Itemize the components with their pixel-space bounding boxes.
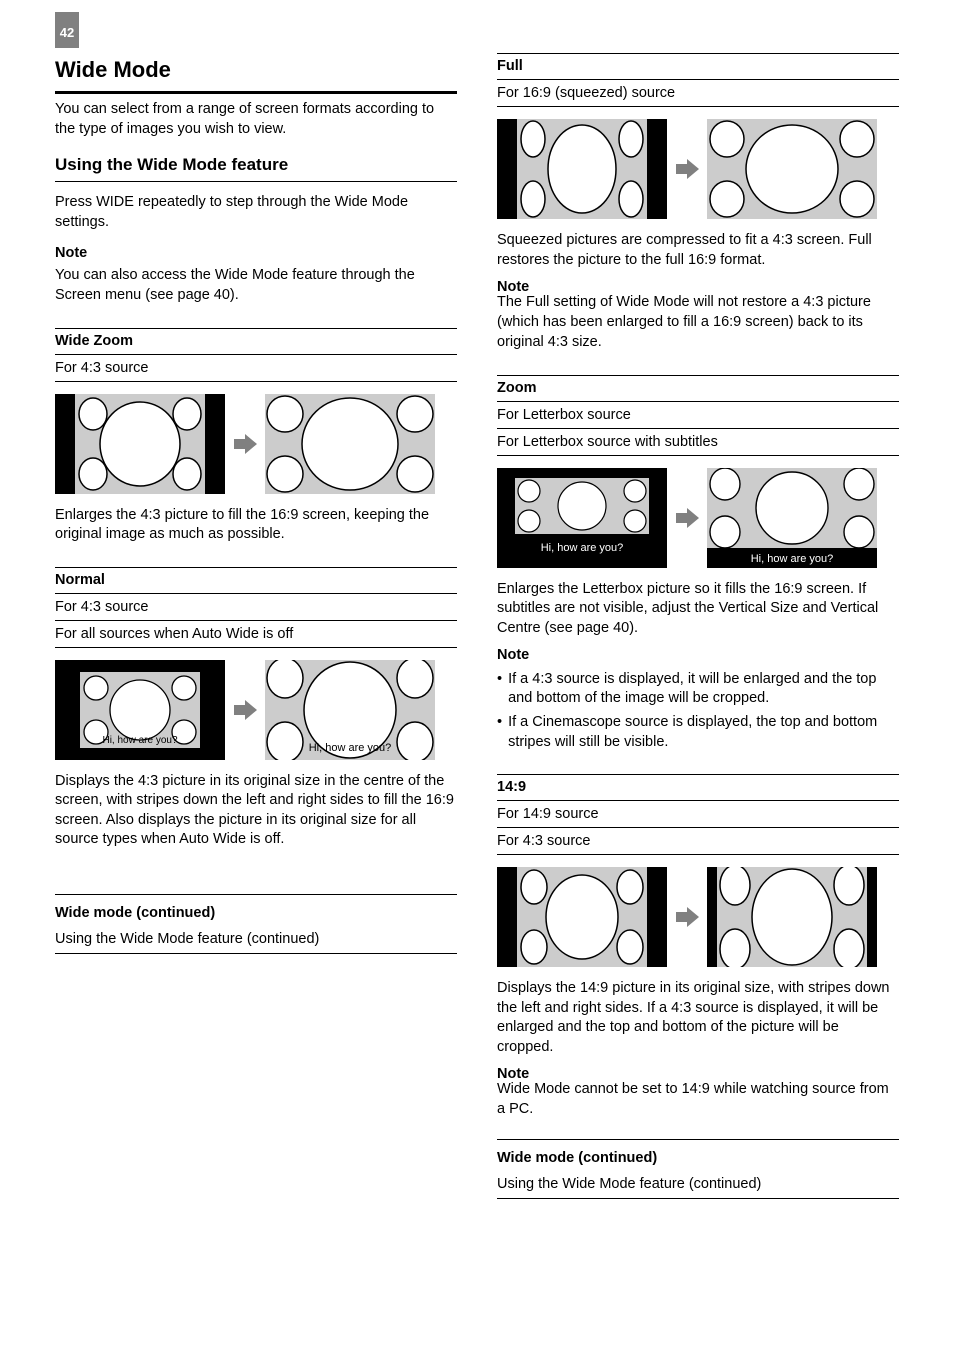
section-subtext: You can select from a range of screen fo…: [55, 100, 457, 139]
continued-heading-right: Wide mode (continued): [497, 1150, 899, 1166]
bullet-icon: •: [497, 713, 502, 752]
mode-normal: Normal For 4:3 source For all sources wh…: [55, 567, 457, 850]
frame-zoom-subtitle: Hi, how are you?: [707, 468, 877, 568]
diagram-wide-zoom: [55, 394, 457, 494]
note-full-text: The Full setting of Wide Mode will not r…: [497, 292, 899, 353]
section-title: Wide Mode: [55, 57, 457, 94]
frame-full-restored: [707, 119, 877, 219]
frame-14-9-narrow-pillar: [707, 867, 877, 967]
mode-sub-14-9-2: For 4:3 source: [497, 828, 899, 855]
frame-windowbox: Hi, how are you?: [55, 660, 225, 760]
mode-sub-wide-zoom: For 4:3 source: [55, 355, 457, 382]
mode-title-zoom: Zoom: [497, 375, 899, 402]
continued-right: Wide mode (continued): [497, 1139, 899, 1166]
mode-sub-normal-2: For all sources when Auto Wide is off: [55, 621, 457, 648]
mode-desc-14-9: Displays the 14:9 picture in its origina…: [497, 979, 899, 1057]
mode-14-9: 14:9 For 14:9 source For 4:3 source: [497, 774, 899, 1119]
frame-enlarged: Hi, how are you?: [265, 660, 435, 760]
continued-heading: Wide mode (continued): [55, 905, 457, 921]
diagram-full: [497, 119, 899, 219]
diagram-zoom: Hi, how are you?: [497, 468, 899, 568]
mode-full: Full For 16:9 (squeezed) source: [497, 53, 899, 353]
mode-title-wide-zoom: Wide Zoom: [55, 328, 457, 355]
mode-title-normal: Normal: [55, 567, 457, 594]
mode-wide-zoom: Wide Zoom For 4:3 source: [55, 328, 457, 545]
right-column: Full For 16:9 (squeezed) source: [497, 15, 899, 1209]
note-bullet-2: If a Cinemascope source is displayed, th…: [508, 713, 899, 752]
subheading-using-wide: Using the Wide Mode feature: [55, 155, 457, 182]
circle-pattern-icon: [717, 867, 867, 967]
circle-pattern-icon: [707, 468, 877, 548]
mode-sub-14-9-1: For 14:9 source: [497, 801, 899, 828]
note-wide-text: You can also access the Wide Mode featur…: [55, 265, 457, 306]
diagram-normal: Hi, how are you?: [55, 660, 457, 760]
arrow-right-icon: [673, 504, 701, 532]
mode-sub-normal-1: For 4:3 source: [55, 594, 457, 621]
circle-pattern-icon: [707, 119, 877, 219]
frame-4-3-pillarbox: [55, 394, 225, 494]
subtitle-text: Hi, how are you?: [707, 553, 877, 565]
mode-sub-zoom-2: For Letterbox source with subtitles: [497, 429, 899, 456]
note-zoom: Note •If a 4:3 source is displayed, it w…: [497, 646, 899, 752]
frame-letterbox-subtitle: Hi, how are you?: [497, 468, 667, 568]
mode-zoom: Zoom For Letterbox source For Letterbox …: [497, 375, 899, 753]
circle-pattern-icon: [515, 478, 649, 534]
mode-desc-full: Squeezed pictures are compressed to fit …: [497, 231, 899, 270]
note-label: Note: [497, 647, 529, 663]
arrow-right-icon: [673, 155, 701, 183]
circle-pattern-icon: [517, 119, 647, 219]
body-wide-press: Press WIDE repeatedly to step through th…: [55, 192, 457, 233]
page-number: 42: [55, 12, 79, 48]
subtitle-text: Hi, how are you?: [265, 742, 435, 754]
continued-left: Wide mode (continued): [55, 894, 457, 921]
bullet-icon: •: [497, 670, 502, 709]
arrow-right-icon: [231, 696, 259, 724]
diagram-14-9: [497, 867, 899, 967]
note-bullet-1: If a 4:3 source is displayed, it will be…: [508, 670, 899, 709]
arrow-right-icon: [231, 430, 259, 458]
note-14-9-text: Wide Mode cannot be set to 14:9 while wa…: [497, 1079, 899, 1120]
mode-desc-normal: Displays the 4:3 picture in its original…: [55, 772, 457, 850]
left-column: Wide Mode You can select from a range of…: [55, 15, 457, 1209]
mode-sub-full: For 16:9 (squeezed) source: [497, 80, 899, 107]
mode-sub-zoom-1: For Letterbox source: [497, 402, 899, 429]
subtitle-text: Hi, how are you?: [80, 735, 200, 746]
mode-title-full: Full: [497, 53, 899, 80]
continued-sub-right: Using the Wide Mode feature (continued): [497, 1176, 899, 1199]
frame-squeezed: [497, 119, 667, 219]
note-label: Note: [55, 245, 87, 261]
circle-pattern-icon: [75, 394, 205, 494]
mode-desc-zoom: Enlarges the Letterbox picture so it fil…: [497, 580, 899, 639]
arrow-right-icon: [673, 903, 701, 931]
mode-title-14-9: 14:9: [497, 774, 899, 801]
circle-pattern-icon: [517, 867, 647, 967]
frame-full-stretch: [265, 394, 435, 494]
subtitle-text: Hi, how are you?: [497, 542, 667, 554]
continued-sub-left: Using the Wide Mode feature (continued): [55, 931, 457, 954]
note-wide: Note: [55, 243, 457, 263]
mode-desc-wide-zoom: Enlarges the 4:3 picture to fill the 16:…: [55, 506, 457, 545]
frame-14-9-pillar: [497, 867, 667, 967]
circle-pattern-icon: [265, 394, 435, 494]
